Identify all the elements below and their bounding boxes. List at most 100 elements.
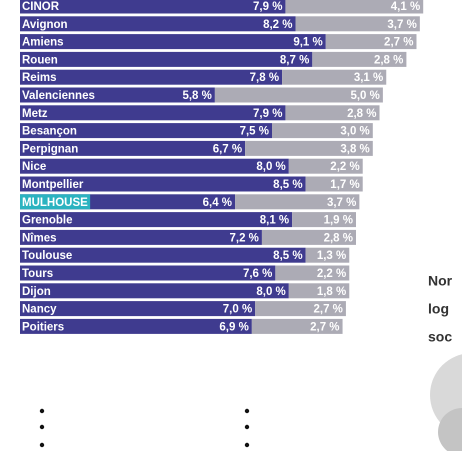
value-label: 1,8 % (317, 286, 346, 298)
value-label: 7,2 % (229, 232, 258, 244)
category-label: Valenciennes (22, 90, 95, 102)
value-label: 2,7 % (384, 37, 413, 49)
bar-segment (305, 176, 363, 192)
bar-segment (312, 51, 407, 67)
category-label: Reims (22, 72, 57, 84)
value-label: 2,2 % (317, 268, 346, 280)
bar-segment (20, 176, 306, 192)
value-label: 9,1 % (293, 37, 322, 49)
bar-segment (295, 16, 420, 32)
category-label: Nancy (22, 304, 57, 316)
bar-segment (20, 123, 272, 139)
value-label: 5,8 % (182, 90, 211, 102)
category-label: Rouen (22, 54, 58, 66)
bar-segment (20, 105, 286, 121)
value-label: 2,7 % (310, 321, 339, 333)
ellipsis (39, 408, 250, 448)
value-label: 6,7 % (213, 143, 242, 155)
bar-segment (20, 318, 252, 334)
value-label: 7,9 % (253, 108, 282, 120)
value-label: 5,0 % (350, 90, 379, 102)
bar-segment (235, 194, 360, 210)
value-label: 8,1 % (260, 215, 289, 227)
value-label: 7,5 % (240, 126, 269, 138)
value-label: 7,6 % (243, 268, 272, 280)
value-label: 1,9 % (324, 215, 353, 227)
bar-segment (292, 212, 356, 228)
bar-segment (325, 34, 417, 50)
bar-segment (20, 34, 326, 50)
category-label: Dijon (22, 286, 51, 298)
bar-segment (288, 158, 363, 174)
bar-segment (20, 51, 313, 67)
decor-circle (438, 408, 462, 451)
category-label: Montpellier (22, 179, 84, 191)
bar-segment (245, 140, 373, 156)
bar-segment (20, 301, 256, 317)
bar-segment (20, 69, 283, 85)
value-label: 3,1 % (354, 72, 383, 84)
value-label: 3,7 % (327, 197, 356, 209)
value-label: 2,7 % (313, 304, 342, 316)
bar-segment (282, 69, 387, 85)
value-label: 2,8 % (347, 108, 376, 120)
side-text: log (428, 301, 449, 317)
value-label: 7,9 % (253, 1, 282, 13)
value-label: 1,7 % (330, 179, 359, 191)
bar-segment (20, 0, 286, 14)
value-label: 3,8 % (340, 143, 369, 155)
highlight-box (20, 194, 91, 210)
value-label: 6,4 % (203, 197, 232, 209)
value-label: 8,5 % (273, 179, 302, 191)
bar-segment (275, 265, 350, 281)
bar-segment (20, 212, 293, 228)
side-text: Nor (428, 273, 453, 289)
category-label: CINOR (22, 1, 60, 13)
category-label: Nîmes (22, 232, 57, 244)
bar-segment (214, 87, 383, 103)
bar-segment (20, 265, 276, 281)
bar-segment (261, 229, 356, 245)
category-label: Amiens (22, 37, 64, 49)
value-label: 2,8 % (374, 54, 403, 66)
category-label: Avignon (22, 19, 68, 31)
bar-segment (20, 140, 246, 156)
value-label: 2,2 % (330, 161, 359, 173)
value-label: 3,0 % (340, 126, 369, 138)
bar-segment (20, 247, 306, 263)
bar-segment (20, 283, 289, 299)
bar-segment (288, 283, 350, 299)
value-label: 4,1 % (391, 1, 420, 13)
value-label: 7,0 % (223, 304, 252, 316)
value-label: 6,9 % (219, 321, 248, 333)
bar-segment (305, 247, 350, 263)
bar-segment (272, 123, 373, 139)
value-label: 8,2 % (263, 19, 292, 31)
category-label: Grenoble (22, 215, 72, 227)
value-label: 8,7 % (280, 54, 309, 66)
category-label: Nice (22, 161, 46, 173)
value-label: 1,3 % (317, 250, 346, 262)
bar-segment (251, 318, 343, 334)
category-label: Metz (22, 108, 48, 120)
value-label: 3,7 % (387, 19, 416, 31)
value-label: 8,0 % (256, 161, 285, 173)
bar-segment (20, 158, 289, 174)
category-label: Perpignan (22, 143, 78, 155)
bar-segment (285, 0, 424, 14)
value-label: 8,5 % (273, 250, 302, 262)
category-label: Poitiers (22, 321, 64, 333)
value-label: 8,0 % (256, 286, 285, 298)
bar-segment (20, 229, 262, 245)
value-label: 2,8 % (324, 232, 353, 244)
category-label: MULHOUSE (22, 197, 88, 209)
bar-segment (20, 87, 215, 103)
bar-segment (285, 105, 380, 121)
category-label: Toulouse (22, 250, 72, 262)
category-label: Tours (22, 268, 53, 280)
bar-segment (255, 301, 346, 317)
side-text: soc (428, 329, 452, 345)
category-label: Besançon (22, 126, 77, 138)
value-label: 7,8 % (250, 72, 279, 84)
